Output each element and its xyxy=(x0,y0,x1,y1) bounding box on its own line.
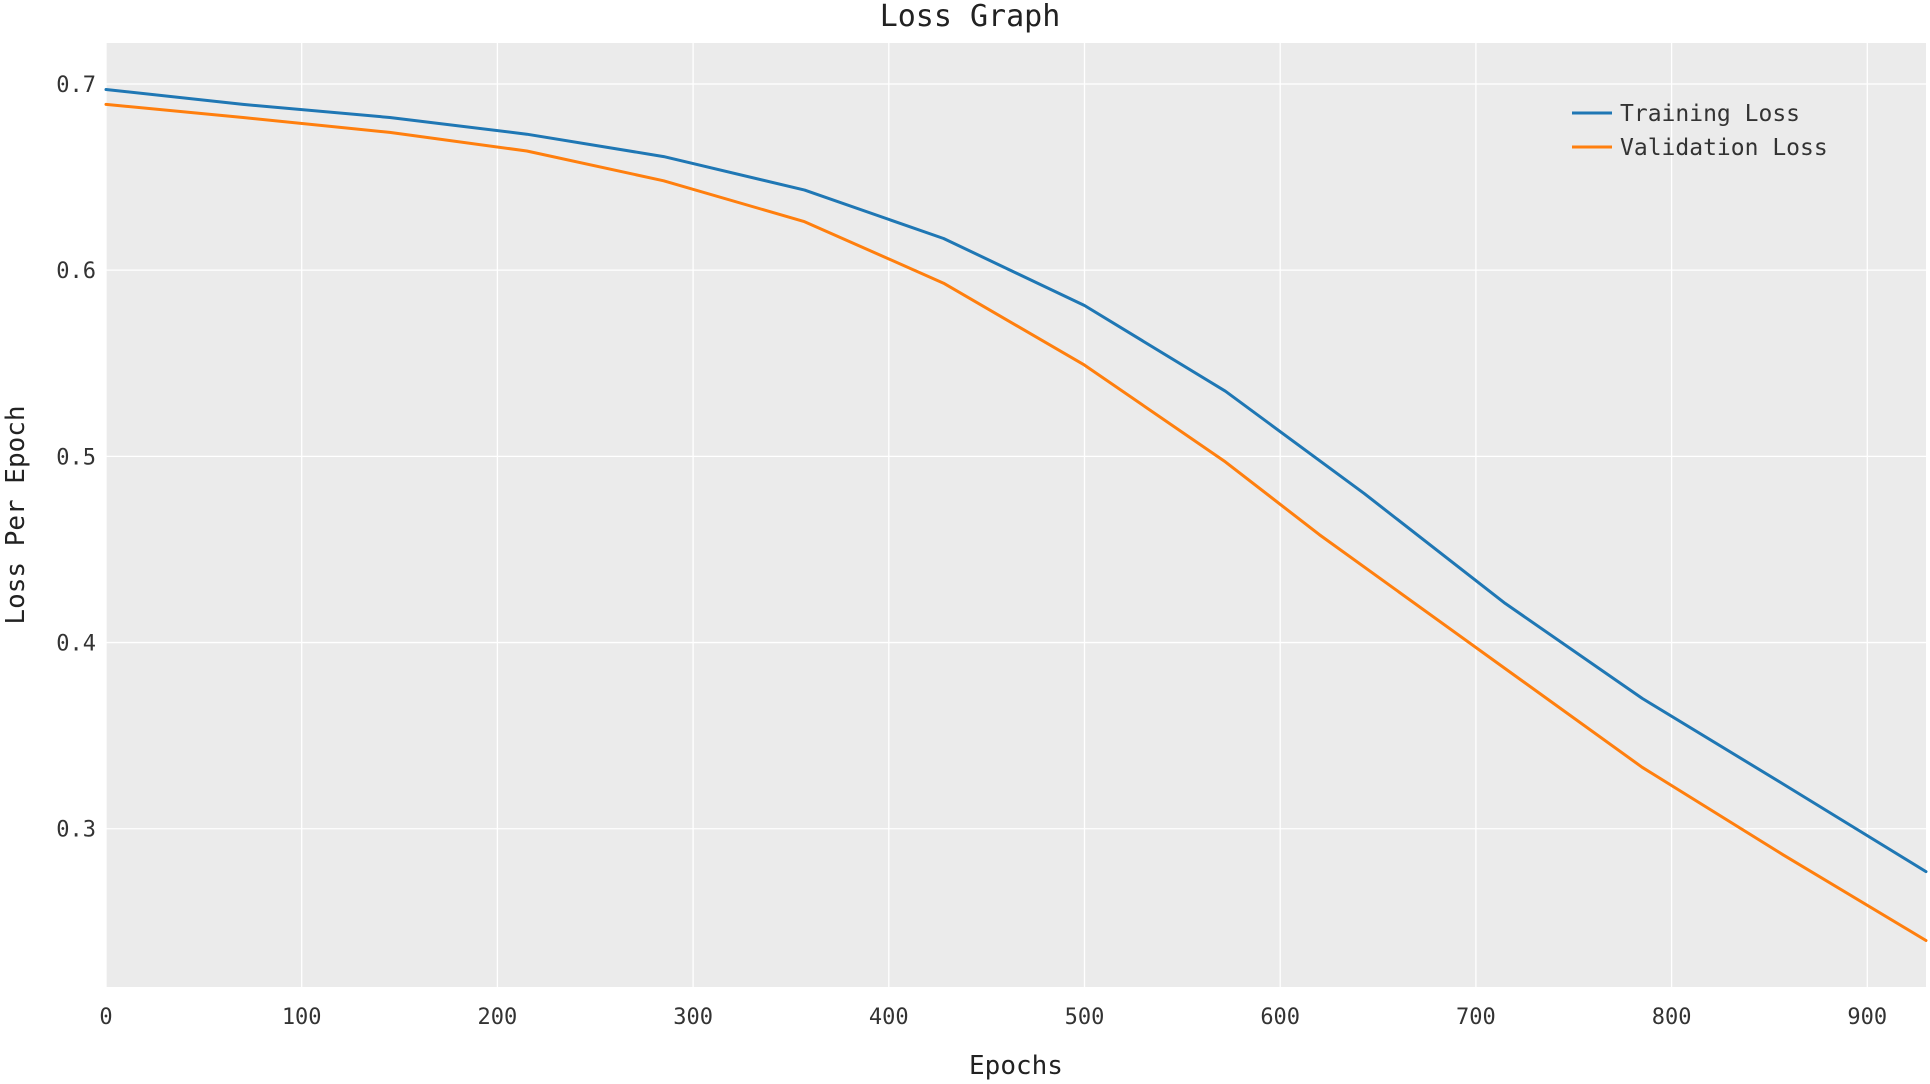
y-tick-label: 0.4 xyxy=(56,632,96,657)
x-tick-label: 500 xyxy=(1065,1005,1105,1030)
x-tick-label: 800 xyxy=(1652,1005,1692,1030)
plot-background xyxy=(106,43,1926,987)
y-tick-label: 0.3 xyxy=(56,818,96,843)
x-tick-label: 200 xyxy=(478,1005,518,1030)
training-loss-line xyxy=(104,88,1928,874)
y-axis-title: Loss Per Epoch xyxy=(1,405,31,624)
x-tick-label: 0 xyxy=(99,1005,112,1030)
x-tick-label: 900 xyxy=(1847,1005,1887,1030)
x-axis-title: Epochs xyxy=(969,1051,1063,1081)
grid-lines xyxy=(105,43,1926,987)
x-tick-label: 300 xyxy=(673,1005,713,1030)
x-tick-label: 700 xyxy=(1456,1005,1496,1030)
series-lines xyxy=(104,88,1928,942)
x-tick-label: 100 xyxy=(282,1005,322,1030)
legend: Training Loss Validation Loss xyxy=(1572,101,1828,161)
validation-loss-line xyxy=(104,102,1928,942)
x-tick-label: 400 xyxy=(869,1005,909,1030)
x-tick-label: 600 xyxy=(1260,1005,1300,1030)
legend-label-training: Training Loss xyxy=(1620,101,1800,127)
tick-labels: 0 100 200 300 400 500 600 700 800 900 0.3 0.4 0.5 0.6… xyxy=(56,73,1887,1030)
chart-title: Loss Graph xyxy=(880,0,1061,34)
y-tick-label: 0.7 xyxy=(56,73,96,98)
y-tick-label: 0.6 xyxy=(56,259,96,284)
legend-label-validation: Validation Loss xyxy=(1620,135,1828,161)
y-tick-label: 0.5 xyxy=(56,445,96,470)
